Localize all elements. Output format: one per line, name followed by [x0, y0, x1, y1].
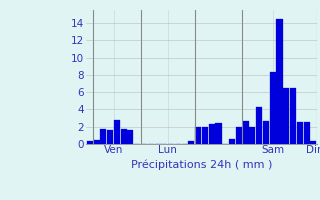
Bar — [114, 120, 120, 144]
Bar — [304, 122, 310, 144]
Bar — [107, 130, 113, 144]
Bar — [229, 139, 235, 144]
Bar — [209, 124, 215, 144]
Bar — [249, 127, 255, 144]
Bar — [290, 88, 296, 144]
Bar — [256, 107, 262, 144]
Bar — [283, 88, 289, 144]
Bar — [263, 121, 269, 144]
Bar — [310, 141, 316, 144]
Bar — [236, 127, 242, 144]
Bar — [215, 123, 221, 144]
Bar — [121, 129, 127, 144]
Bar — [202, 127, 208, 144]
Bar — [100, 129, 106, 144]
Bar — [188, 141, 195, 144]
Bar — [276, 19, 283, 144]
Bar — [270, 72, 276, 144]
Bar — [297, 122, 303, 144]
Bar — [87, 141, 93, 144]
X-axis label: Précipitations 24h ( mm ): Précipitations 24h ( mm ) — [131, 160, 272, 170]
Bar — [243, 121, 249, 144]
Bar — [195, 127, 201, 144]
Bar — [93, 140, 100, 144]
Bar — [127, 130, 133, 144]
